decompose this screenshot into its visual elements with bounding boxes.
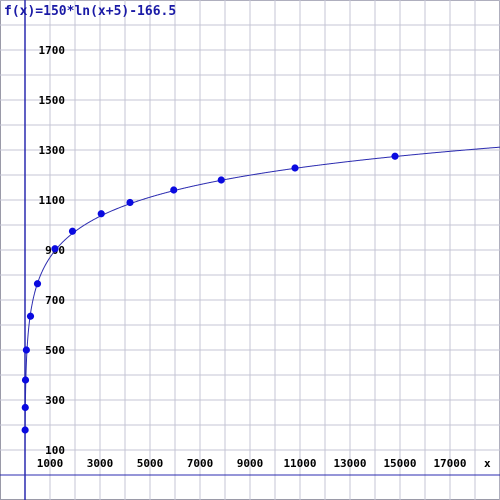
x-tick-label: 7000: [187, 457, 214, 470]
function-curve: [24, 146, 500, 457]
x-tick-label: 13000: [333, 457, 366, 470]
data-point: [170, 186, 178, 194]
data-point: [26, 312, 35, 320]
data-point: [33, 280, 42, 288]
data-point: [21, 426, 29, 434]
x-tick-label: 9000: [237, 457, 264, 470]
x-tick-label: 15000: [383, 457, 416, 470]
x-tick-label: 5000: [137, 457, 164, 470]
data-point: [68, 227, 77, 235]
x-tick-label: 3000: [87, 457, 114, 470]
y-tick-label: 1700: [39, 44, 66, 57]
y-tick-labels: 1003005007009001100130015001700: [39, 44, 66, 457]
y-tick-label: 100: [45, 444, 65, 457]
y-tick-label: 300: [45, 394, 65, 407]
y-tick-label: 1100: [39, 194, 66, 207]
data-point: [217, 176, 225, 184]
y-tick-label: 700: [45, 294, 65, 307]
data-point: [51, 245, 59, 253]
x-axis-label: x: [484, 457, 491, 470]
y-tick-label: 1500: [39, 94, 66, 107]
x-tick-labels: 1000 3000 5000 7000 9000 11000 13000 15000 17000: [37, 457, 467, 470]
y-tick-label: 500: [45, 344, 65, 357]
data-points: [21, 152, 399, 434]
data-point: [391, 152, 399, 160]
chart-title: f(x)=150*ln(x+5)-166.5: [4, 4, 176, 19]
data-point: [126, 198, 134, 207]
x-tick-label: 11000: [283, 457, 316, 470]
data-point: [97, 210, 105, 218]
x-tick-label: 1000: [37, 457, 64, 470]
data-point: [22, 346, 30, 354]
x-tick-label: 17000: [433, 457, 466, 470]
data-point: [21, 403, 29, 412]
data-point: [291, 164, 299, 172]
y-tick-label: 1300: [39, 144, 66, 157]
data-point: [21, 376, 30, 384]
